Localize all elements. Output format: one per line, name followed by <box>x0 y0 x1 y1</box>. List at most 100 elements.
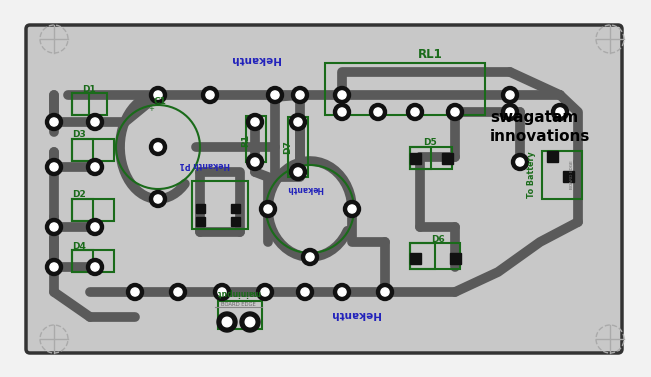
Circle shape <box>333 284 350 300</box>
Circle shape <box>46 113 62 130</box>
Bar <box>72 139 114 161</box>
Circle shape <box>251 158 259 166</box>
Circle shape <box>46 259 62 276</box>
Circle shape <box>154 195 162 203</box>
Text: swagatam
innovations: swagatam innovations <box>490 110 590 144</box>
Bar <box>409 253 421 264</box>
Circle shape <box>301 248 318 265</box>
Bar <box>72 199 114 221</box>
Circle shape <box>91 223 99 231</box>
Bar <box>410 243 460 269</box>
Circle shape <box>50 163 58 171</box>
Circle shape <box>214 284 230 300</box>
Text: Hekanth: Hekanth <box>230 54 280 64</box>
Circle shape <box>256 284 273 300</box>
Bar <box>72 139 93 161</box>
Circle shape <box>150 138 167 155</box>
Circle shape <box>376 284 393 300</box>
Circle shape <box>150 86 167 104</box>
Circle shape <box>46 158 62 176</box>
Circle shape <box>154 143 162 151</box>
Circle shape <box>251 118 259 126</box>
Circle shape <box>370 104 387 121</box>
Bar <box>449 253 460 264</box>
Text: BOARD EDGE: BOARD EDGE <box>221 302 255 307</box>
Circle shape <box>301 288 309 296</box>
Circle shape <box>222 317 232 327</box>
Circle shape <box>290 113 307 130</box>
Circle shape <box>344 201 361 218</box>
Text: Hekanth: Hekanth <box>330 309 380 319</box>
Circle shape <box>202 86 219 104</box>
Circle shape <box>333 104 350 121</box>
Circle shape <box>131 288 139 296</box>
Circle shape <box>551 104 568 121</box>
Bar <box>72 93 89 115</box>
Circle shape <box>240 312 260 332</box>
Text: maininput: maininput <box>216 288 260 296</box>
Text: D3: D3 <box>72 130 86 139</box>
Circle shape <box>296 91 304 99</box>
Circle shape <box>290 164 307 181</box>
Circle shape <box>292 86 309 104</box>
Circle shape <box>501 104 518 121</box>
Circle shape <box>150 190 167 207</box>
Circle shape <box>556 108 564 116</box>
Text: +: + <box>148 106 154 112</box>
Text: Hekanth: Hekanth <box>286 184 324 193</box>
Circle shape <box>87 219 104 236</box>
Bar <box>288 117 308 177</box>
Circle shape <box>264 205 272 213</box>
Text: D2: D2 <box>72 190 86 199</box>
Circle shape <box>338 91 346 99</box>
Circle shape <box>245 317 255 327</box>
Circle shape <box>87 259 104 276</box>
Circle shape <box>411 108 419 116</box>
Bar <box>72 93 107 115</box>
Bar <box>230 218 240 227</box>
Circle shape <box>261 288 269 296</box>
Circle shape <box>348 205 356 213</box>
Circle shape <box>381 288 389 296</box>
Circle shape <box>506 91 514 99</box>
Circle shape <box>87 158 104 176</box>
Text: To Battery: To Battery <box>527 152 536 198</box>
Circle shape <box>451 108 459 116</box>
Text: D5: D5 <box>423 138 437 147</box>
Circle shape <box>126 284 143 300</box>
Circle shape <box>512 153 529 170</box>
Circle shape <box>87 113 104 130</box>
Bar <box>410 243 435 269</box>
Bar <box>546 152 557 162</box>
Bar <box>218 301 262 329</box>
Circle shape <box>338 108 346 116</box>
FancyBboxPatch shape <box>26 25 622 353</box>
Circle shape <box>266 86 283 104</box>
Circle shape <box>306 253 314 261</box>
Bar <box>230 204 240 213</box>
Circle shape <box>50 223 58 231</box>
Circle shape <box>333 86 350 104</box>
Bar <box>410 147 452 169</box>
Circle shape <box>206 91 214 99</box>
Text: D7: D7 <box>283 140 292 154</box>
Circle shape <box>91 163 99 171</box>
Circle shape <box>218 288 226 296</box>
Text: R1: R1 <box>242 133 251 147</box>
Bar <box>562 172 574 182</box>
Circle shape <box>294 168 302 176</box>
Circle shape <box>506 108 514 116</box>
Circle shape <box>154 91 162 99</box>
Bar <box>195 204 204 213</box>
Circle shape <box>50 263 58 271</box>
Circle shape <box>174 288 182 296</box>
Circle shape <box>247 113 264 130</box>
Text: C1: C1 <box>154 98 167 106</box>
Circle shape <box>516 158 524 166</box>
Bar <box>409 153 421 164</box>
Bar <box>195 218 204 227</box>
Bar <box>72 250 114 272</box>
Circle shape <box>91 118 99 126</box>
Circle shape <box>271 91 279 99</box>
Circle shape <box>91 263 99 271</box>
